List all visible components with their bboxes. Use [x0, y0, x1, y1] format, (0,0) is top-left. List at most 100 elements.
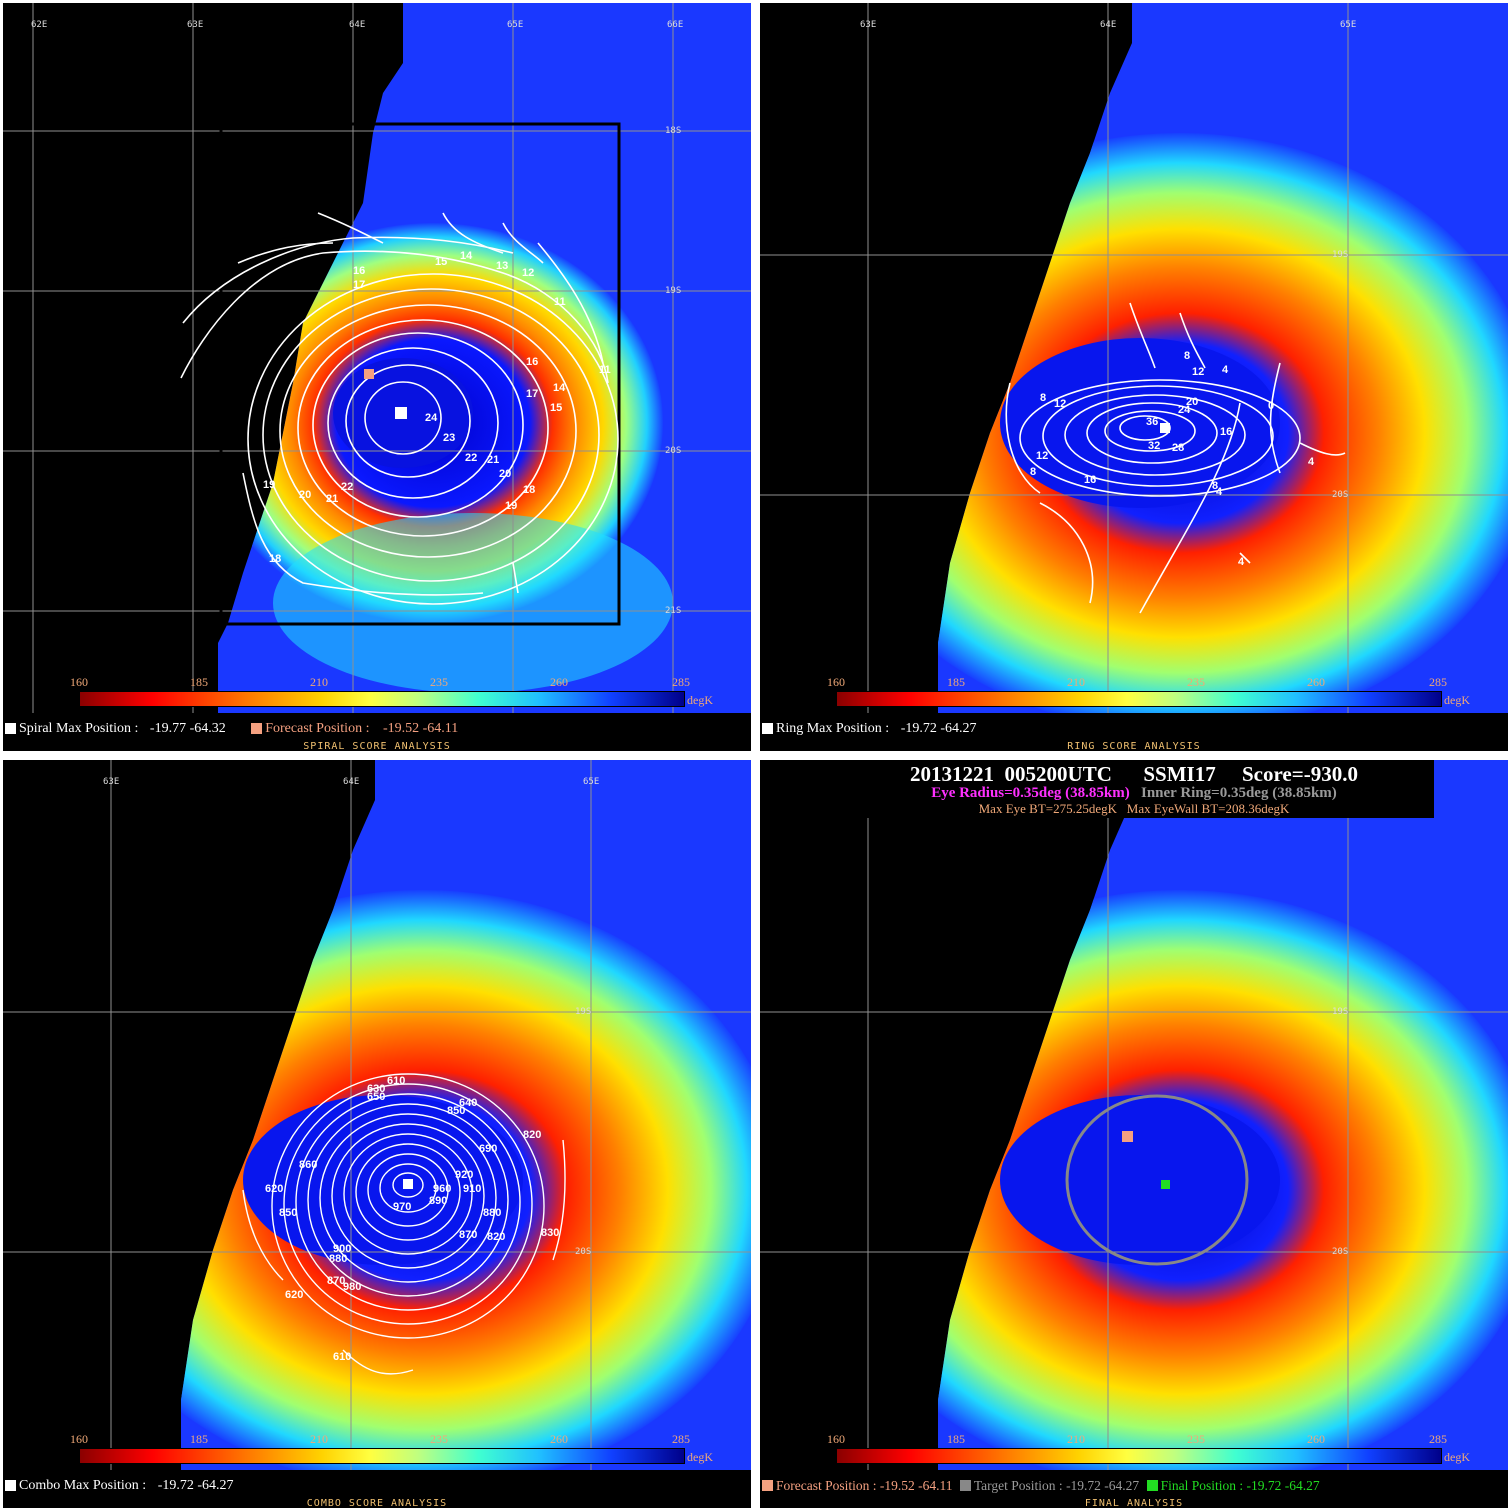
max-eyewall-bt: Max EyeWall BT=208.36degK [1126, 801, 1290, 816]
colorbar-unit: degK [1444, 693, 1470, 707]
svg-text:20: 20 [499, 468, 511, 480]
svg-text:16: 16 [526, 356, 538, 368]
combo-max-label: Combo Max Position : [19, 1478, 147, 1493]
colorbar-gradient [79, 691, 685, 707]
max-eye-bt: Max Eye BT=275.25degK [978, 801, 1118, 816]
ring-legend: Ring Max Position : -19.72 -64.27 RING S… [760, 715, 1508, 751]
svg-text:980: 980 [343, 1281, 361, 1293]
combo-contour-labels: 610 630 650 640 690 820 850 920 620 960 … [265, 1075, 559, 1363]
colorbar-unit: degK [687, 693, 713, 707]
lon-labels: 63E 64E 65E [103, 777, 599, 787]
forecast-marker [364, 369, 374, 379]
grid-lines [3, 760, 751, 1470]
svg-text:8: 8 [1212, 480, 1218, 492]
max-position-swatch [762, 723, 773, 734]
lon-labels: 62E 63E 64E 65E 66E [31, 20, 683, 30]
target-swatch [959, 1480, 971, 1491]
info-bt-row: Max Eye BT=275.25degK Max EyeWall BT=208… [834, 801, 1434, 817]
colorbar-tick: 185 [190, 1432, 208, 1446]
svg-text:16: 16 [353, 265, 365, 277]
svg-text:970: 970 [393, 1201, 411, 1213]
target-label: Target Position : [973, 1478, 1063, 1493]
colorbar: 160 185 210 235 260 285 degK [3, 1432, 751, 1472]
forecast-value: -19.52 -64.11 [879, 1478, 953, 1493]
combo-map: 610 630 650 640 690 820 850 920 620 960 … [3, 760, 751, 1470]
max-position-swatch [5, 723, 16, 734]
colorbar-gradient [79, 1448, 685, 1464]
analysis-box [219, 122, 621, 626]
svg-text:20S: 20S [665, 446, 681, 456]
svg-text:11: 11 [554, 296, 566, 308]
svg-text:15: 15 [550, 402, 562, 414]
svg-text:64E: 64E [349, 20, 365, 30]
colorbar-tick: 185 [190, 675, 208, 689]
svg-text:64E: 64E [343, 777, 359, 787]
colorbar-tick: 235 [1187, 1432, 1205, 1446]
panel-footer: COMBO SCORE ANALYSIS [306, 1498, 448, 1508]
combo-max-marker [403, 1179, 413, 1189]
svg-text:19S: 19S [575, 1007, 591, 1017]
forecast-swatch [762, 1480, 773, 1491]
panel-footer: FINAL ANALYSIS [1084, 1498, 1184, 1508]
svg-text:890: 890 [429, 1195, 447, 1207]
svg-text:19: 19 [505, 500, 517, 512]
combo-max-value: -19.72 -64.27 [157, 1478, 234, 1493]
panel-footer: RING SCORE ANALYSIS [1067, 741, 1201, 751]
svg-text:36: 36 [1146, 416, 1158, 428]
svg-text:13: 13 [496, 260, 508, 272]
svg-text:65E: 65E [1340, 20, 1356, 30]
svg-text:63E: 63E [103, 777, 119, 787]
final-map: 19S 20S 20131221 005200UTC SSMI17 Score=… [760, 760, 1508, 1470]
colorbar-tick: 285 [672, 675, 690, 689]
svg-text:23: 23 [443, 432, 455, 444]
final-info-box: 20131221 005200UTC SSMI17 Score=-930.0 E… [834, 760, 1434, 818]
spiral-contour-labels: 15 14 13 12 16 17 11 16 11 17 14 15 24 2… [263, 250, 611, 565]
svg-text:690: 690 [479, 1143, 497, 1155]
svg-text:18: 18 [269, 553, 281, 565]
final-marker [1161, 1180, 1170, 1189]
lat-labels: 19S 20S [1332, 250, 1348, 500]
svg-text:16: 16 [1084, 474, 1096, 486]
svg-text:14: 14 [460, 250, 473, 262]
colorbar-tick: 210 [310, 675, 328, 689]
svg-text:12: 12 [522, 267, 534, 279]
colorbar-unit: degK [1444, 1450, 1470, 1464]
max-position-swatch [5, 1480, 16, 1491]
colorbar: 160 185 210 235 260 285 degK [760, 1432, 1508, 1472]
svg-text:920: 920 [455, 1169, 473, 1181]
eye-radius-text: Eye Radius=0.35deg (38.85km) [931, 785, 1130, 801]
lon-labels: 63E 64E 65E [860, 20, 1356, 30]
svg-text:860: 860 [299, 1159, 317, 1171]
panel-footer: SPIRAL SCORE ANALYSIS [303, 741, 451, 751]
svg-text:850: 850 [279, 1207, 297, 1219]
colorbar-tick: 210 [310, 1432, 328, 1446]
colorbar-tick: 260 [550, 675, 568, 689]
svg-text:19: 19 [263, 479, 275, 491]
colorbar-tick: 285 [1429, 1432, 1447, 1446]
svg-text:19S: 19S [1332, 1007, 1348, 1017]
svg-text:17: 17 [526, 388, 538, 400]
svg-text:4: 4 [1222, 364, 1229, 376]
svg-text:650: 650 [367, 1091, 385, 1103]
spiral-legend: Spiral Max Position : -19.77 -64.32 Fore… [3, 715, 751, 751]
svg-text:11: 11 [599, 364, 611, 376]
svg-text:910: 910 [463, 1183, 481, 1195]
colorbar-unit: degK [687, 1450, 713, 1464]
svg-text:32: 32 [1148, 440, 1160, 452]
svg-text:4: 4 [1238, 556, 1245, 568]
svg-text:4: 4 [1216, 486, 1223, 498]
svg-text:820: 820 [487, 1231, 505, 1243]
svg-text:0: 0 [1268, 400, 1274, 412]
svg-text:19S: 19S [665, 286, 681, 296]
svg-text:18S: 18S [665, 126, 681, 136]
grid-lines [760, 760, 1508, 1470]
colorbar-tick: 285 [672, 1432, 690, 1446]
svg-text:15: 15 [435, 256, 447, 268]
svg-text:20S: 20S [575, 1247, 591, 1257]
spiral-max-label: Spiral Max Position : [19, 721, 139, 736]
combo-contours [242, 1073, 566, 1375]
svg-text:21S: 21S [665, 606, 681, 616]
lat-labels: 19S 20S [575, 1007, 591, 1257]
spiral-contours [180, 212, 619, 605]
colorbar-tick: 160 [70, 1432, 88, 1446]
